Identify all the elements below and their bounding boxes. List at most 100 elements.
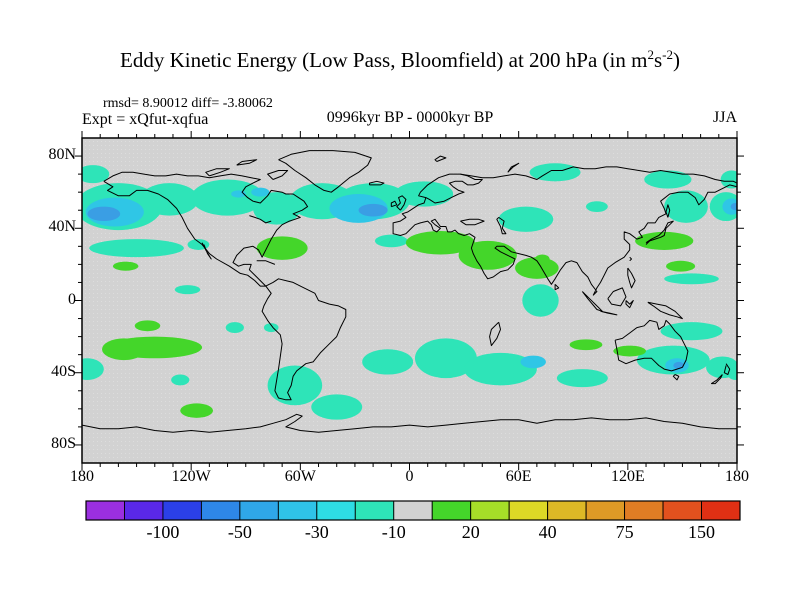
coastline: [82, 413, 737, 433]
anomaly-region: [225, 322, 244, 334]
coastline: [665, 204, 671, 218]
anomaly-region: [358, 203, 388, 217]
anomaly-region: [556, 369, 608, 388]
anomaly-region: [664, 273, 719, 285]
anomaly-region: [464, 352, 537, 386]
colorbar-label: 150: [688, 522, 716, 542]
anomaly-region: [251, 187, 270, 197]
anomaly-region: [522, 284, 559, 317]
anomaly-region: [613, 345, 647, 357]
colorbar-cell: [662, 500, 702, 521]
colorbar-cell: [431, 500, 472, 521]
anomaly-region: [394, 181, 454, 207]
experiment-label: Expt = xQfut-xqfua: [82, 111, 209, 128]
coastline: [103, 171, 309, 287]
colorbar-cell: [585, 500, 626, 521]
title-text: Eddy Kinetic Energy (Low Pass, Bloomfiel…: [120, 48, 648, 72]
y-axis-label: 40S: [51, 362, 76, 380]
anomaly-region: [666, 260, 696, 272]
period-label: 0996kyr BP - 0000kyr BP: [326, 109, 494, 126]
coastline: [205, 168, 230, 177]
anomaly-region: [520, 355, 546, 369]
colorbar-cell: [547, 500, 587, 521]
anomaly-region: [374, 234, 408, 248]
anomaly-region: [515, 257, 559, 279]
colorbar-cell: [277, 500, 318, 521]
y-axis-label: 0: [68, 290, 76, 308]
anomaly-region: [174, 285, 201, 295]
coastline: [625, 300, 634, 309]
coastline: [434, 155, 447, 162]
y-axis-label: 80S: [51, 434, 76, 452]
anomaly-region: [140, 183, 199, 216]
coastline: [672, 374, 680, 381]
anomaly-region: [134, 320, 161, 332]
title-superscript-1: 2: [647, 47, 654, 62]
x-axis-label: 180: [70, 468, 94, 485]
coastline: [711, 374, 723, 385]
colorbar-cell: [162, 500, 202, 521]
coastline: [614, 319, 689, 372]
coastline: [267, 170, 289, 180]
anomaly-region: [498, 206, 554, 232]
coastline: [201, 242, 212, 260]
colorbar-frame: [85, 500, 741, 521]
colorbar-label: -30: [304, 522, 329, 542]
stats-line: rmsd= 8.90012 diff= -3.80062: [103, 96, 273, 111]
coastline: [496, 216, 507, 235]
anomaly-region: [585, 201, 608, 213]
colorbar: [85, 500, 741, 521]
anomaly-region: [102, 338, 146, 361]
anomaly-region: [311, 394, 363, 420]
anomaly-region: [180, 403, 213, 418]
x-axis-label: 60E: [505, 468, 532, 485]
anomaly-region: [256, 236, 308, 260]
coastline: [629, 256, 632, 262]
coastline: [460, 218, 485, 226]
colorbar-label: -10: [381, 522, 406, 542]
x-axis-label: 60W: [284, 468, 316, 485]
colorbar-cell: [85, 500, 125, 521]
coastline: [236, 159, 258, 166]
y-axis-label: 40N: [48, 218, 76, 236]
anomaly-region: [253, 192, 301, 225]
anomaly-region: [89, 239, 184, 258]
anomaly-region: [535, 254, 550, 264]
anomaly-regions-layer: [82, 163, 737, 420]
coastline: [554, 283, 560, 291]
coastline: [507, 162, 520, 173]
anomaly-region: [660, 322, 723, 341]
colorbar-cell: [354, 500, 395, 521]
colorbar-cell: [701, 500, 741, 521]
x-axis-label: 120E: [610, 468, 645, 485]
coastline: [261, 278, 347, 401]
anomaly-region: [730, 203, 737, 211]
colorbar-cell: [200, 500, 241, 521]
colorbar-cell: [393, 500, 433, 521]
anomaly-region: [414, 338, 477, 379]
anomaly-region: [644, 170, 692, 189]
anomaly-region: [362, 349, 414, 375]
y-axis-label: 80N: [48, 146, 76, 164]
anomaly-region: [635, 231, 694, 250]
colorbar-label: 40: [538, 522, 557, 542]
x-axis-label: 120W: [171, 468, 211, 485]
coastline: [392, 184, 737, 296]
coastline: [390, 200, 398, 208]
coastline: [489, 321, 501, 347]
anomaly-region: [171, 374, 190, 386]
colorbar-cell: [624, 500, 664, 521]
coastline: [645, 220, 674, 245]
coastline: [249, 215, 272, 224]
anomaly-region: [529, 163, 581, 182]
coastline: [256, 260, 276, 265]
coastline: [369, 180, 385, 186]
anomaly-region: [191, 179, 264, 216]
colorbar-cell: [316, 500, 356, 521]
coastline: [647, 301, 683, 320]
coastline: [607, 287, 627, 307]
title-text-end: ): [672, 48, 680, 72]
colorbar-cell: [508, 500, 549, 521]
